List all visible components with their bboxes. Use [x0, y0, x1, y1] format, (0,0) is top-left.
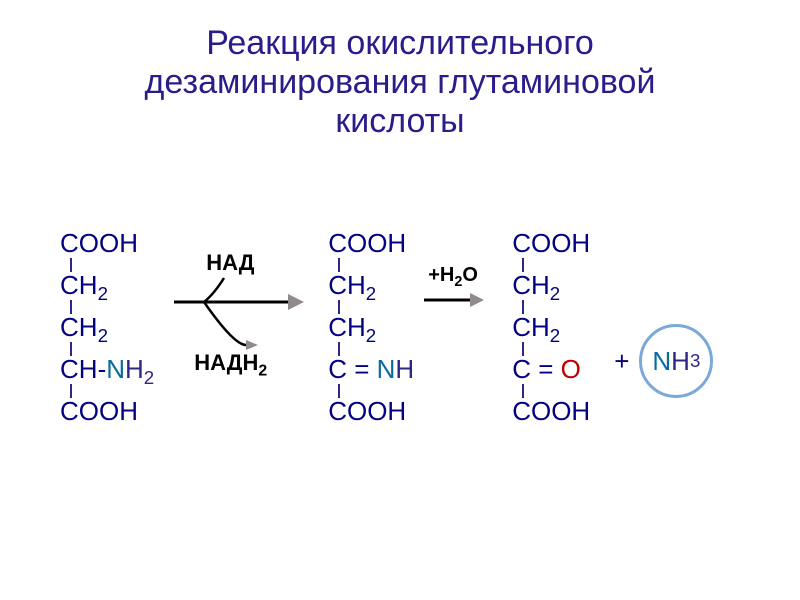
atom-line: COOH — [60, 398, 138, 426]
arrow-icon — [424, 288, 498, 338]
title-line: дезаминирования глутаминовой — [0, 63, 800, 102]
atom-line: CH2 — [328, 314, 376, 342]
reaction-arrow-2: +H2O — [424, 264, 498, 364]
atom-line: CH2 — [512, 314, 560, 342]
molecule-glutamate: COOH CH2 CH2 CH-NH2 COOH — [60, 230, 154, 426]
arrow2-label: +H2O — [428, 264, 478, 287]
atom-line: CH2 — [60, 272, 108, 300]
atom-line: CH2 — [512, 272, 560, 300]
atom-line: CH-NH2 — [60, 356, 154, 384]
slide-title: Реакция окислительногодезаминирования гл… — [0, 24, 800, 141]
nh3-circle: NH3 — [639, 324, 713, 398]
reaction-arrow-1: НАДНАДН2 — [174, 250, 314, 450]
plus-sign: + — [614, 346, 629, 377]
title-line: кислоты — [0, 102, 800, 141]
atom-line: COOH — [328, 398, 406, 426]
atom-line: C = O — [512, 356, 581, 384]
title-line: Реакция окислительного — [0, 24, 800, 63]
atom-line: COOH — [60, 230, 138, 258]
atom-line: CH2 — [328, 272, 376, 300]
molecule-imino: COOH CH2 CH2 C = NH COOH — [328, 230, 414, 426]
molecule-alpha-ketoglutarate: COOH CH2 CH2 C = O COOH — [512, 230, 590, 426]
atom-line: C = NH — [328, 356, 414, 384]
cofactor-nadh2: НАДН2 — [194, 350, 267, 376]
atom-line: CH2 — [60, 314, 108, 342]
reaction-row: COOH CH2 CH2 CH-NH2 COOH НАДНАДН2 COOH CH2 CH2 C … — [0, 230, 800, 450]
plus-nh3-product: + NH3 — [614, 324, 713, 398]
atom-line: COOH — [512, 230, 590, 258]
atom-line: COOH — [512, 398, 590, 426]
atom-line: COOH — [328, 230, 406, 258]
